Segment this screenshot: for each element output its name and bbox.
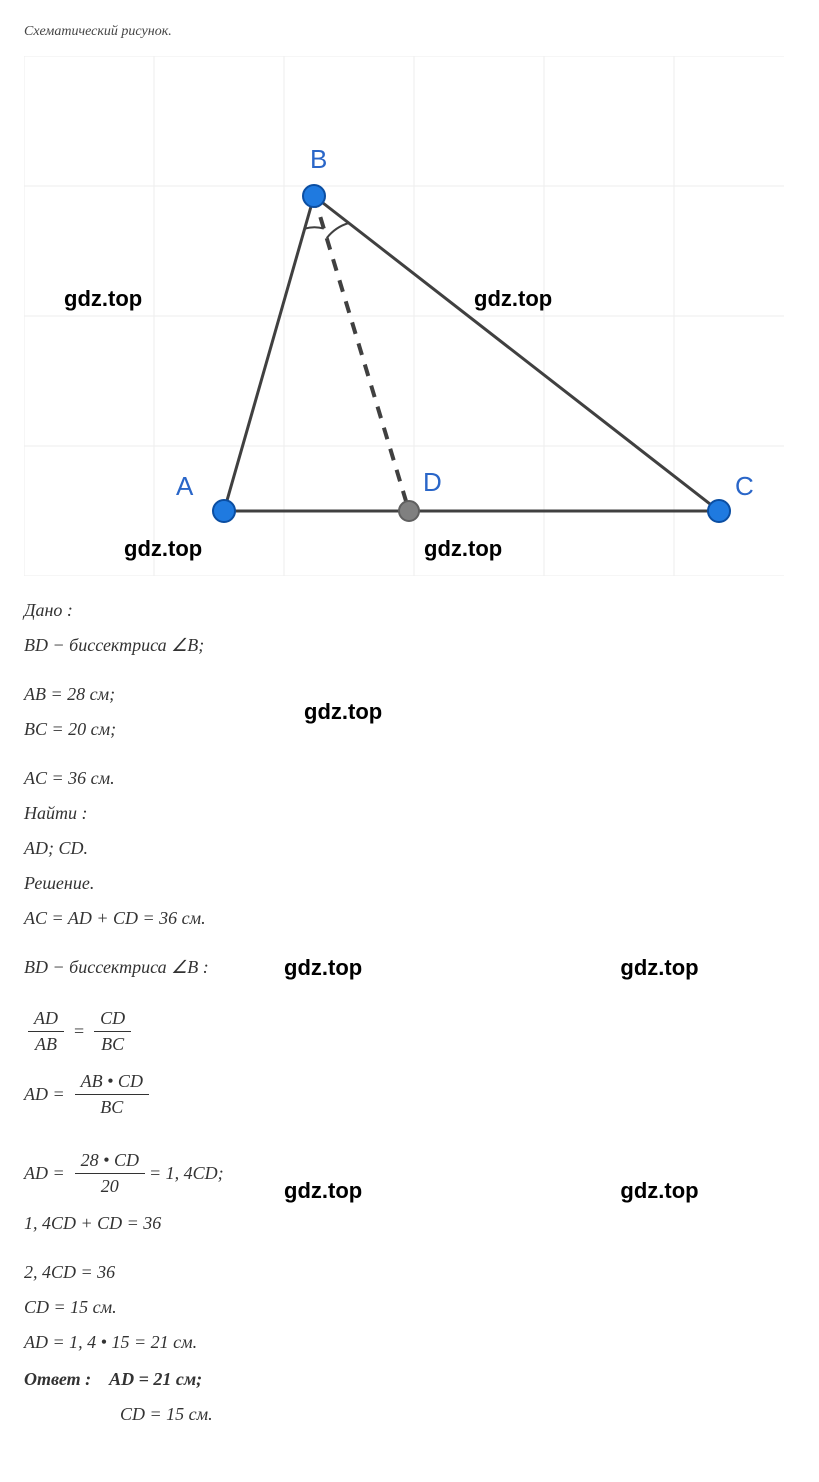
sol9b: см.	[169, 1332, 197, 1352]
answer-1: AD = 21	[109, 1369, 171, 1389]
triangle-figure: A B C Dgdz.top gdz.top gdz.top gdz.top	[24, 56, 784, 576]
answer-unit2: см.	[184, 1404, 212, 1424]
answer-2: CD = 15	[120, 1404, 184, 1424]
answer-label: Ответ :	[24, 1369, 91, 1389]
answer-line-2: CD = 15 см.	[120, 1404, 795, 1425]
sol-line-8: CD = 15 см.	[24, 1297, 795, 1318]
solution-label: Решение.	[24, 873, 795, 894]
f1d2: BC	[94, 1032, 131, 1055]
svg-text:gdz.top: gdz.top	[474, 286, 552, 311]
f3n: 28 • CD	[75, 1150, 145, 1174]
sol2b: − биссектриса	[48, 957, 171, 977]
sol1a: AC = AD + CD = 36	[24, 908, 177, 928]
ac-val: AC = 36	[24, 768, 86, 788]
f1n1: AD	[28, 1008, 64, 1032]
watermark-8: gdz.top	[284, 1178, 362, 1204]
f1d1: AB	[28, 1032, 64, 1055]
svg-text:B: B	[310, 144, 327, 174]
unit2: см;	[85, 684, 115, 704]
sol-frac-1: ADAB = CDBC	[24, 1008, 795, 1055]
f2lhs: AD =	[24, 1084, 65, 1105]
bisector-word: − биссектриса	[48, 635, 171, 655]
sol-line-9: AD = 1, 4 • 15 = 21 см.	[24, 1332, 795, 1353]
bc-val: BC = 20	[24, 719, 86, 739]
unit3: см;	[86, 719, 116, 739]
f2n: AB • CD	[75, 1071, 149, 1095]
f3d: 20	[75, 1174, 145, 1197]
sol-line-2: BD − биссектриса ∠B :	[24, 957, 284, 978]
given-line-2: AB = 28 см;	[24, 684, 304, 705]
f2d: BC	[75, 1095, 149, 1118]
watermark-9: gdz.top	[620, 1178, 698, 1204]
watermark-6: gdz.top	[284, 955, 362, 981]
sol1b: см.	[177, 908, 205, 928]
sol2a: BD	[24, 957, 48, 977]
given-label: Дано :	[24, 600, 795, 621]
svg-text:gdz.top: gdz.top	[64, 286, 142, 311]
sol-line-7: 2, 4CD = 36	[24, 1262, 795, 1283]
angle-b: ∠B;	[171, 635, 204, 655]
triangle-svg: A B C Dgdz.top gdz.top gdz.top gdz.top	[24, 56, 784, 576]
given-line-3: BC = 20 см;	[24, 719, 304, 740]
f3rhs: = 1, 4CD;	[149, 1163, 224, 1184]
given-line-4: AC = 36 см.	[24, 768, 795, 789]
watermark-5: gdz.top	[304, 699, 382, 725]
answer-unit1: см;	[171, 1369, 202, 1389]
sol-line-6: 1, 4CD + CD = 36	[24, 1213, 284, 1234]
find-label: Найти :	[24, 803, 795, 824]
ab-val: AB = 28	[24, 684, 85, 704]
answer-block: Ответ : AD = 21 см;	[24, 1369, 795, 1390]
sol-frac-3: AD = 28 • CD20 = 1, 4CD;	[24, 1150, 284, 1197]
find-text: AD; CD.	[24, 838, 795, 859]
watermark-7: gdz.top	[620, 955, 698, 981]
sol2c: ∠B :	[171, 957, 209, 977]
sol8a: CD = 15	[24, 1297, 88, 1317]
figure-caption: Схематический рисунок.	[24, 24, 795, 40]
f3lhs: AD =	[24, 1163, 65, 1184]
svg-text:gdz.top: gdz.top	[424, 536, 502, 561]
svg-text:D: D	[423, 467, 442, 497]
svg-text:C: C	[735, 471, 754, 501]
sol8b: см.	[88, 1297, 116, 1317]
given-line-1: BD − биссектриса ∠B;	[24, 635, 795, 656]
svg-text:A: A	[176, 471, 194, 501]
f1n2: CD	[94, 1008, 131, 1032]
sol-frac-2: AD = AB • CDBC	[24, 1071, 795, 1118]
unit4: см.	[86, 768, 114, 788]
svg-text:gdz.top: gdz.top	[124, 536, 202, 561]
sol9a: AD = 1, 4 • 15 = 21	[24, 1332, 169, 1352]
sol-line-1: AC = AD + CD = 36 см.	[24, 908, 795, 929]
seg-bd: BD	[24, 635, 48, 655]
